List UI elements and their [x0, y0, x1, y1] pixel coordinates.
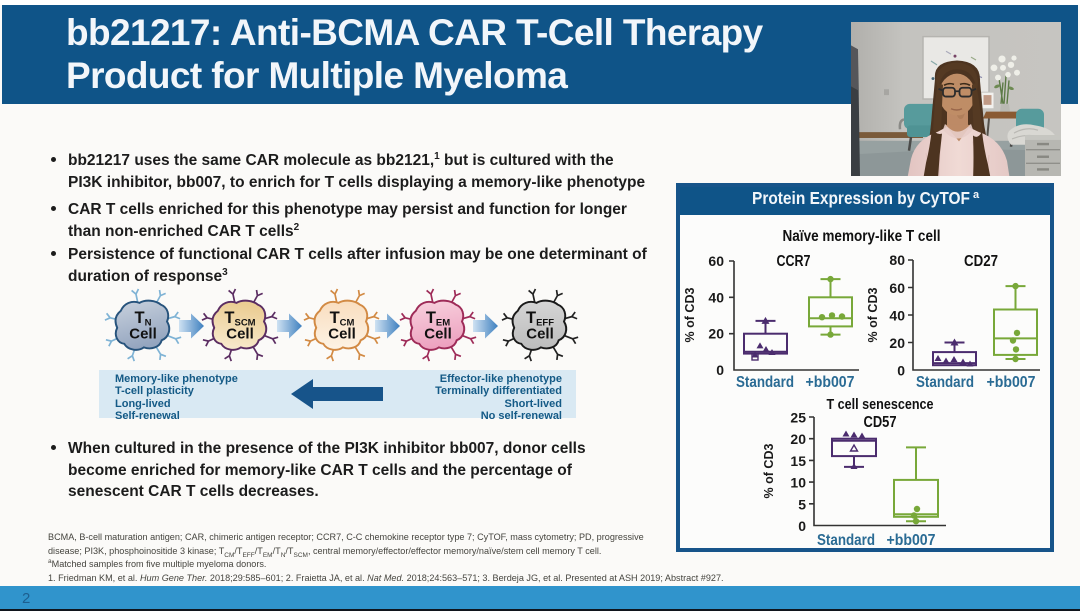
svg-text:40: 40 [708, 289, 724, 305]
svg-text:Cell: Cell [424, 326, 452, 343]
svg-text:Standard: Standard [916, 374, 974, 391]
svg-text:CD27: CD27 [964, 253, 998, 270]
svg-text:Cell: Cell [129, 326, 157, 343]
svg-text:20: 20 [708, 326, 724, 342]
svg-text:Protein Expression by CyTOF: Protein Expression by CyTOF [752, 188, 970, 208]
svg-text:+bb007: +bb007 [806, 374, 855, 391]
svg-text:+bb007: +bb007 [887, 532, 936, 549]
svg-text:CCR7: CCR7 [777, 253, 811, 270]
svg-text:20: 20 [790, 431, 806, 447]
svg-text:T cell senescence: T cell senescence [827, 396, 934, 413]
svg-text:Cell: Cell [328, 326, 356, 343]
svg-text:0: 0 [716, 362, 724, 378]
svg-text:40: 40 [889, 308, 905, 324]
svg-text:Standard: Standard [817, 532, 875, 549]
svg-text:15: 15 [790, 453, 806, 469]
svg-text:25: 25 [790, 410, 806, 426]
svg-text:% of CD3: % of CD3 [866, 288, 880, 343]
svg-text:20: 20 [889, 335, 905, 351]
svg-text:5: 5 [798, 496, 806, 512]
svg-text:CD57: CD57 [864, 414, 897, 431]
svg-text:% of CD3: % of CD3 [762, 444, 776, 499]
svg-text:Standard: Standard [736, 374, 794, 391]
svg-text:0: 0 [897, 363, 905, 379]
svg-text:+bb007: +bb007 [987, 374, 1036, 391]
svg-text:10: 10 [790, 475, 806, 491]
svg-text:60: 60 [708, 253, 724, 269]
svg-text:a: a [973, 189, 980, 201]
svg-text:80: 80 [889, 252, 905, 268]
svg-text:0: 0 [798, 518, 806, 534]
svg-text:Naïve memory-like T cell: Naïve memory-like T cell [783, 228, 941, 245]
svg-text:% of CD3: % of CD3 [683, 288, 697, 343]
svg-text:Cell: Cell [226, 326, 254, 343]
svg-text:Cell: Cell [526, 326, 554, 343]
svg-text:60: 60 [889, 280, 905, 296]
